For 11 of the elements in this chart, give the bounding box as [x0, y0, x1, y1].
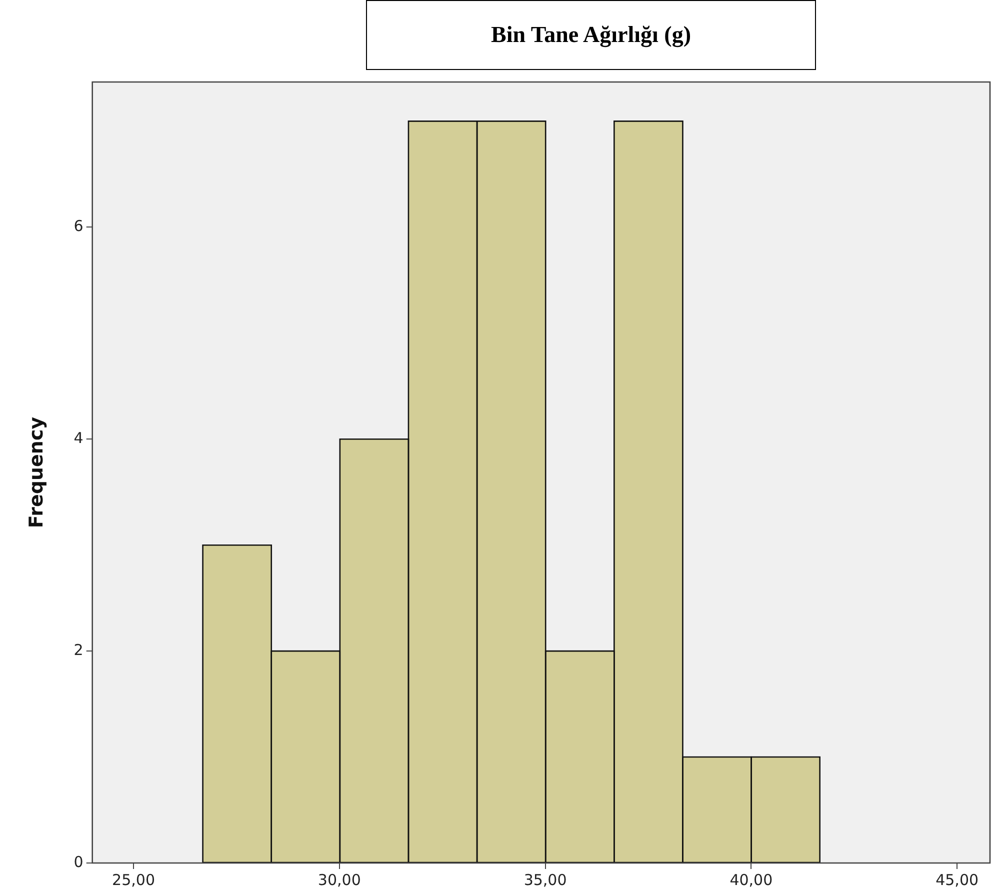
y-tick-label: 6 [74, 217, 84, 236]
y-tick-label: 2 [74, 640, 84, 659]
x-tick-label: 35,00 [524, 870, 567, 889]
y-tick-label: 4 [74, 429, 84, 448]
y-axis-title: Frequency [25, 416, 48, 528]
x-tick-label: 30,00 [318, 870, 361, 889]
y-tick-label: 0 [74, 852, 84, 871]
x-tick-label: 40,00 [730, 870, 773, 889]
x-tick-label: 45,00 [936, 870, 979, 889]
chart-title: Bin Tane Ağırlığı (g) [366, 0, 816, 70]
x-tick-label: 25,00 [112, 870, 155, 889]
